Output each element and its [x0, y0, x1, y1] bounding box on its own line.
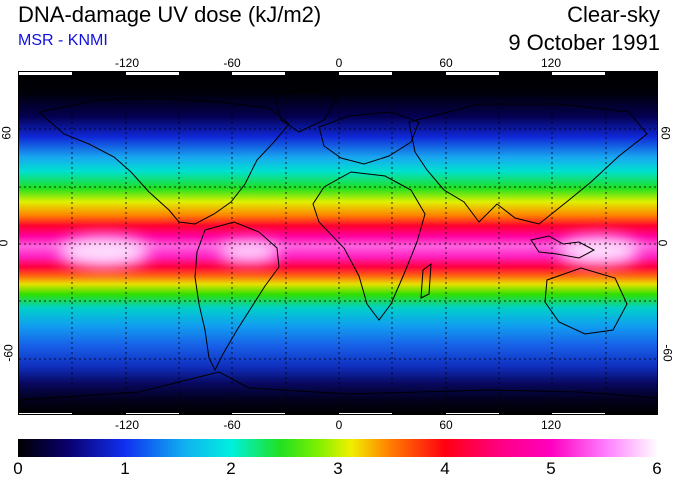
lat-lon-grid: [19, 72, 657, 414]
coastline-indonesia: [530, 235, 596, 259]
colorbar-label-3: 3: [333, 459, 343, 478]
lon-tick-top-0: 0: [335, 56, 343, 70]
lat-tick-left-minus60: -60: [1, 344, 16, 362]
lat-tick-right-minus60: -60: [660, 344, 675, 362]
colorbar-label-6: 6: [652, 459, 662, 478]
color-scale-bar: [18, 439, 658, 457]
lon-tick-top-60: 60: [439, 56, 453, 70]
coastline-africa: [312, 171, 426, 321]
lon-tick-bottom-120: 120: [540, 418, 562, 432]
uv-hotspot-pacific: [59, 237, 149, 267]
chart-title: DNA-damage UV dose (kJ/m2): [18, 2, 322, 27]
lon-tick-bottom-minus60: -60: [223, 418, 241, 432]
uv-hotspot-west-pacific: [559, 237, 639, 265]
colorbar-label-2: 2: [226, 459, 236, 478]
lon-tick-top-120: 120: [540, 56, 562, 70]
uv-dose-map: [18, 71, 658, 415]
data-source-label: MSR - KNMI: [18, 32, 108, 49]
colorbar-label-0: 0: [13, 459, 23, 478]
lat-tick-right-60: 60: [658, 126, 673, 140]
lon-tick-top-minus120: -120: [114, 56, 140, 70]
colorbar-label-1: 1: [120, 459, 130, 478]
uv-hotspot-andes: [219, 242, 279, 262]
lon-tick-bottom-60: 60: [439, 418, 453, 432]
lon-tick-top-minus60: -60: [223, 56, 241, 70]
coastline-asia: [408, 103, 648, 225]
colorbar-label-4: 4: [440, 459, 450, 478]
date-label: 9 October 1991: [508, 30, 660, 55]
coastline-europe: [318, 111, 420, 165]
lon-tick-bottom-0: 0: [335, 418, 343, 432]
lon-tick-bottom-minus120: -120: [114, 418, 140, 432]
coastline-greenland: [273, 89, 338, 133]
coastline-north-america: [37, 97, 290, 225]
coastline-antarctica: [19, 371, 657, 401]
coastline-south-america: [194, 221, 280, 372]
coastline-australia: [544, 267, 628, 335]
coastlines: [19, 89, 657, 401]
coastline-madagascar: [420, 262, 432, 299]
lat-tick-left-0: 0: [0, 240, 10, 247]
lat-tick-left-60: 60: [0, 126, 14, 140]
sky-condition-label: Clear-sky: [567, 2, 660, 27]
colorbar-label-5: 5: [546, 459, 556, 478]
